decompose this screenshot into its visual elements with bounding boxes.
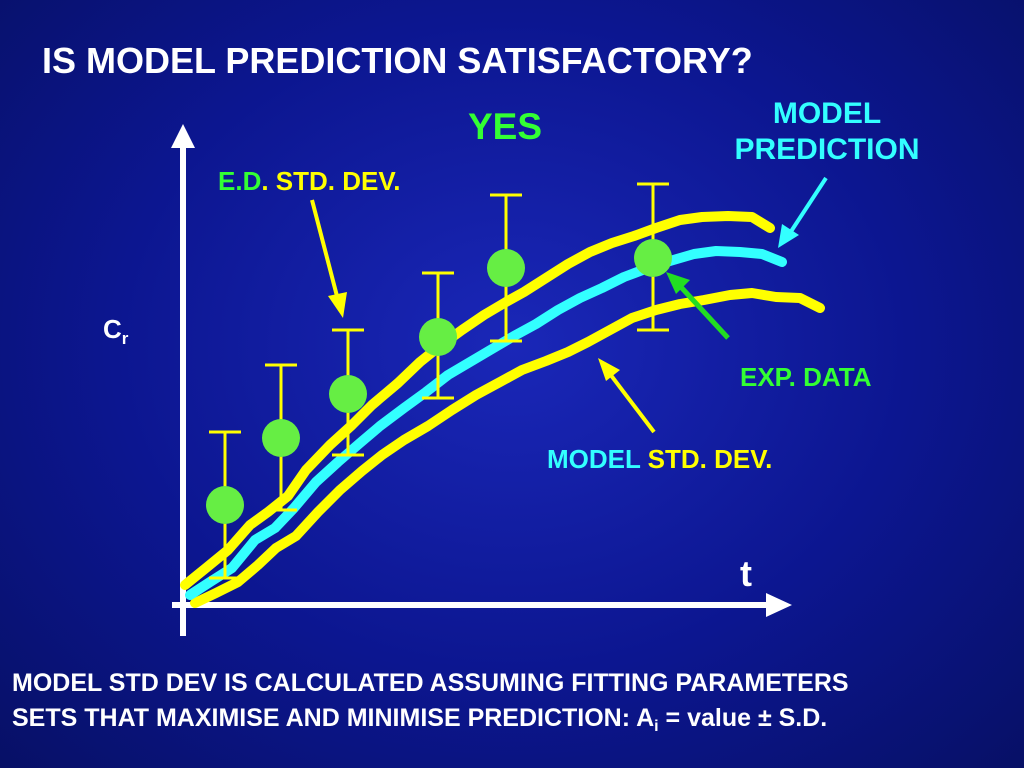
model-prediction-curve	[185, 246, 787, 600]
page-title: IS MODEL PREDICTION SATISFACTORY?	[42, 40, 753, 81]
footnote-line2: SETS THAT MAXIMISE AND MINIMISE PREDICTI…	[12, 701, 1012, 744]
exp-data-arrow	[678, 284, 730, 340]
model-prediction-label-line1: MODEL	[772, 97, 882, 130]
exp-data-point	[419, 318, 457, 356]
model-std-dev-label-prefix: MODEL	[547, 444, 641, 474]
x-axis-arrowhead	[766, 593, 792, 617]
model-prediction-label: MODEL PREDICTION	[712, 96, 942, 168]
axes	[171, 124, 792, 636]
footnote-line2-prefix: SETS THAT MAXIMISE AND MINIMISE PREDICTI…	[12, 704, 655, 732]
footnote-line1: MODEL STD DEV IS CALCULATED ASSUMING FIT…	[12, 669, 849, 697]
verdict-yes: YES	[468, 106, 543, 147]
annotation-arrows	[310, 176, 828, 434]
model-std-dev-label-suffix: STD. DEV.	[640, 444, 773, 474]
y-axis-label-sub: r	[121, 329, 129, 348]
exp-data-point	[634, 239, 672, 277]
model-prediction-label-line2: PREDICTION	[734, 133, 920, 166]
exp-data-label: EXP. DATA	[740, 362, 872, 392]
y-axis-arrowhead	[171, 124, 195, 148]
model-std-dev-upper-curve	[180, 211, 775, 590]
footnote-line2-sub: i	[654, 718, 659, 735]
ed-std-dev-label-suffix: . STD. DEV.	[261, 166, 401, 196]
model-prediction-arrowhead	[778, 224, 799, 248]
footnote: MODEL STD DEV IS CALCULATED ASSUMING FIT…	[12, 666, 1012, 744]
ed-std-dev-label-prefix: E.D	[218, 166, 262, 196]
model-prediction-arrow	[788, 176, 828, 235]
footnote-line2-suffix: = value ± S.D.	[658, 704, 828, 732]
model-std-dev-lower-curve	[190, 288, 825, 608]
exp-data-point	[262, 419, 300, 457]
model-std-dev-arrow	[608, 372, 656, 434]
ed-std-dev-arrow	[310, 199, 340, 301]
model-std-dev-label: MODEL STD. DEV.	[547, 444, 772, 475]
exp-data-point	[487, 249, 525, 287]
ed-std-dev-arrowhead	[328, 292, 347, 318]
x-axis-label: t	[740, 553, 752, 594]
ed-std-dev-label: E.D. STD. DEV.	[218, 166, 401, 197]
exp-data-points	[206, 239, 672, 524]
exp-data-point	[329, 375, 367, 413]
exp-data-arrowhead	[666, 272, 690, 294]
y-axis-label: Cr	[103, 314, 128, 349]
exp-data-point	[206, 486, 244, 524]
model-std-dev-arrowhead	[598, 358, 620, 381]
y-axis-label-main: C	[103, 314, 122, 344]
